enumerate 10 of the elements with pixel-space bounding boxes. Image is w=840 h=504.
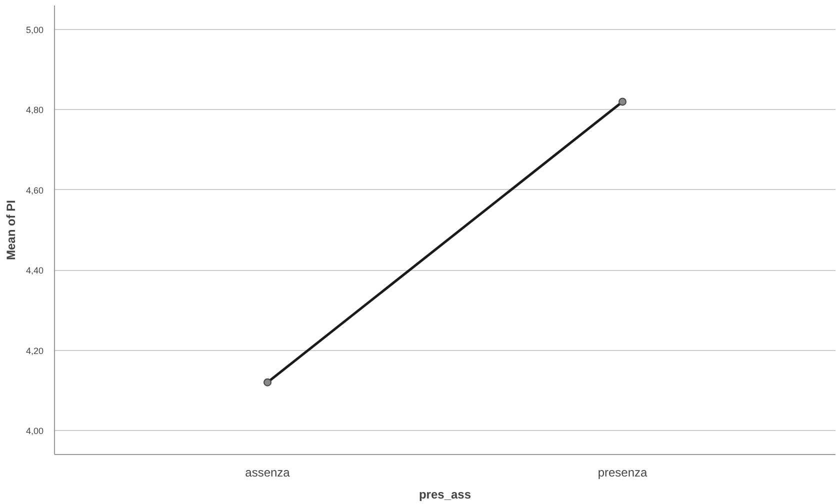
y-tick-label: 4,80	[26, 105, 44, 116]
y-tick-label: 5,00	[26, 25, 44, 36]
x-axis-title: pres_ass	[418, 488, 472, 502]
x-tick-label: presenza	[598, 466, 648, 480]
y-axis-title: Mean of PI	[4, 200, 18, 260]
y-tick-label: 4,20	[26, 346, 44, 356]
x-tick-label: assenza	[245, 466, 290, 480]
y-tick-label: 4,40	[26, 266, 44, 276]
y-tick-label: 4,60	[26, 185, 44, 196]
y-tick-label: 4,00	[26, 426, 44, 436]
